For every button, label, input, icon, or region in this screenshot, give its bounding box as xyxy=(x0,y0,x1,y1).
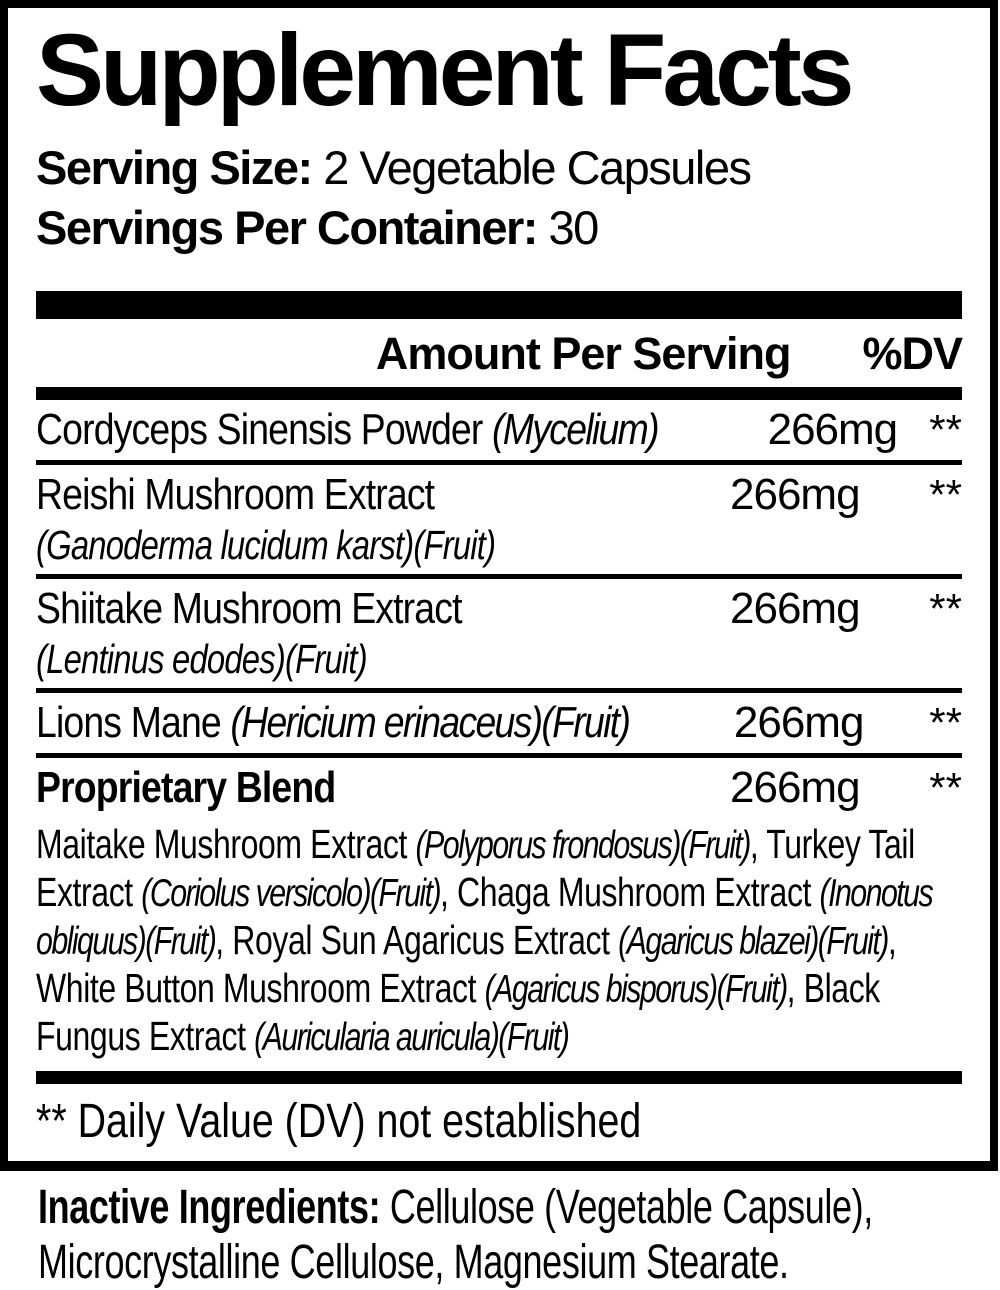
percent-dv-header: %DV xyxy=(862,328,963,380)
ingredient-row-line: Cordyceps Sinensis Powder (Mycelium) 266m… xyxy=(36,405,962,455)
name-text: , Black Fungus Extract xyxy=(36,964,880,1059)
ingredient-name-content: Reishi Mushroom Extract xyxy=(36,470,435,520)
header-divider-bar xyxy=(36,387,962,401)
ingredient-name-content: Proprietary Blend xyxy=(36,763,336,813)
ingredient-species-subline-text: (Ganoderma lucidum karst)(Fruit) xyxy=(36,522,496,569)
name-text: Lions Mane xyxy=(36,698,231,748)
ingredient-name: Reishi Mushroom Extract xyxy=(36,470,730,520)
ingredient-name: Shiitake Mushroom Extract xyxy=(36,584,730,634)
ingredient-name: Proprietary Blend xyxy=(36,763,730,813)
ingredient-amount: 266mg xyxy=(733,698,865,748)
name-text: Shiitake Mushroom Extract xyxy=(36,584,462,634)
servings-per-container-label: Servings Per Container: xyxy=(36,200,538,254)
ingredient-amount: 266mg xyxy=(730,584,861,634)
ingredient-row-line: Proprietary Blend 266mg ** xyxy=(36,763,962,813)
name-text: Reishi Mushroom Extract xyxy=(36,470,435,520)
species-name: (Hericium erinaceus)(Fruit) xyxy=(230,698,631,748)
ingredient-dv: ** xyxy=(929,406,962,454)
amount-per-serving-header: Amount Per Serving xyxy=(375,328,792,380)
name-text: Proprietary Blend xyxy=(36,763,336,813)
species-name: (Inonotus obliquus)(Fruit) xyxy=(36,872,934,963)
ingredient-row: Lions Mane (Hericium erinaceus)(Fruit) 26… xyxy=(36,688,962,753)
ingredient-row-line: Reishi Mushroom Extract 266mg ** xyxy=(36,470,962,520)
ingredient-row-line: Lions Mane (Hericium erinaceus)(Fruit) 26… xyxy=(36,698,962,748)
ingredient-name: Lions Mane (Hericium erinaceus)(Fruit) xyxy=(36,698,734,748)
ingredient-dv: ** xyxy=(929,471,962,519)
ingredient-name: Cordyceps Sinensis Powder (Mycelium) xyxy=(36,405,768,455)
servings-per-container-value: 30 xyxy=(548,200,600,254)
ingredient-dv: ** xyxy=(929,699,962,747)
ingredient-amount: 266mg xyxy=(767,405,899,455)
species-name: (Auricularia auricula)(Fruit) xyxy=(254,1015,570,1059)
ingredient-species-subline: (Lentinus edodes)(Fruit) xyxy=(36,636,962,683)
name-text: , Chaga Mushroom Extract xyxy=(440,869,820,916)
ingredient-row-line: Shiitake Mushroom Extract 266mg ** xyxy=(36,584,962,634)
inactive-ingredients: Inactive Ingredients: Cellulose (Vegetab… xyxy=(38,1181,998,1289)
name-text: , Turkey Tail Extract xyxy=(36,821,915,916)
name-text: Cordyceps Sinensis Powder xyxy=(36,405,493,455)
ingredient-row: Cordyceps Sinensis Powder (Mycelium) 266m… xyxy=(36,400,962,460)
ingredient-amount: 266mg xyxy=(730,763,861,813)
ingredient-row: Reishi Mushroom Extract 266mg ** (Ganoderma… xyxy=(36,460,962,574)
serving-size-value: 2 Vegetable Capsules xyxy=(323,141,752,195)
supplement-facts-panel: Supplement Facts Serving Size: 2 Vegetab… xyxy=(0,0,998,1172)
daily-value-footnote-text: ** Daily Value (DV) not established xyxy=(36,1095,642,1149)
species-name: (Agaricus bisporus)(Fruit) xyxy=(484,967,789,1011)
ingredient-amount: 266mg xyxy=(730,470,861,520)
name-text: , Royal Sun Agaricus Extract xyxy=(215,916,619,963)
name-text: Maitake Mushroom Extract xyxy=(36,821,416,868)
ingredient-dv: ** xyxy=(929,764,962,812)
ingredient-name-content: Shiitake Mushroom Extract xyxy=(36,584,462,634)
servings-per-container-line: Servings Per Container: 30 xyxy=(36,198,962,258)
proprietary-blend-description: Maitake Mushroom Extract (Polyporus fron… xyxy=(36,813,964,1066)
thick-divider-bar xyxy=(36,291,962,320)
serving-size-label: Serving Size: xyxy=(36,141,313,195)
ingredient-name-content: Cordyceps Sinensis Powder (Mycelium) xyxy=(36,405,660,455)
ingredient-rows: Cordyceps Sinensis Powder (Mycelium) 266m… xyxy=(36,400,962,1071)
species-name: (Coriolus versicolo)(Fruit) xyxy=(141,872,441,916)
ingredient-row: Shiitake Mushroom Extract 266mg ** (Lentinu… xyxy=(36,574,962,688)
inactive-ingredients-label: Inactive Ingredients: xyxy=(38,1181,381,1235)
daily-value-footnote: ** Daily Value (DV) not established xyxy=(36,1084,962,1161)
species-name: (Mycelium) xyxy=(492,405,660,455)
species-name: (Agaricus blazei)(Fruit) xyxy=(618,919,889,963)
name-text: , White Button Mushroom Extract xyxy=(36,916,897,1011)
serving-info: Serving Size: 2 Vegetable Capsules Servi… xyxy=(36,138,962,257)
ingredient-row: Proprietary Blend 266mg ** Maitake Mushroom… xyxy=(36,753,962,1071)
ingredient-name-content: Lions Mane (Hericium erinaceus)(Fruit) xyxy=(36,698,631,748)
serving-size-line: Serving Size: 2 Vegetable Capsules xyxy=(36,138,962,198)
footnote-divider-bar xyxy=(36,1071,962,1085)
supplement-facts-title: Supplement Facts xyxy=(36,13,855,127)
ingredient-species-subline-text: (Lentinus edodes)(Fruit) xyxy=(36,636,368,683)
ingredient-species-subline: (Ganoderma lucidum karst)(Fruit) xyxy=(36,522,962,569)
species-name: (Polyporus frondosus)(Fruit) xyxy=(415,824,751,868)
table-header: Amount Per Serving %DV xyxy=(36,319,963,387)
ingredient-dv: ** xyxy=(929,585,962,633)
